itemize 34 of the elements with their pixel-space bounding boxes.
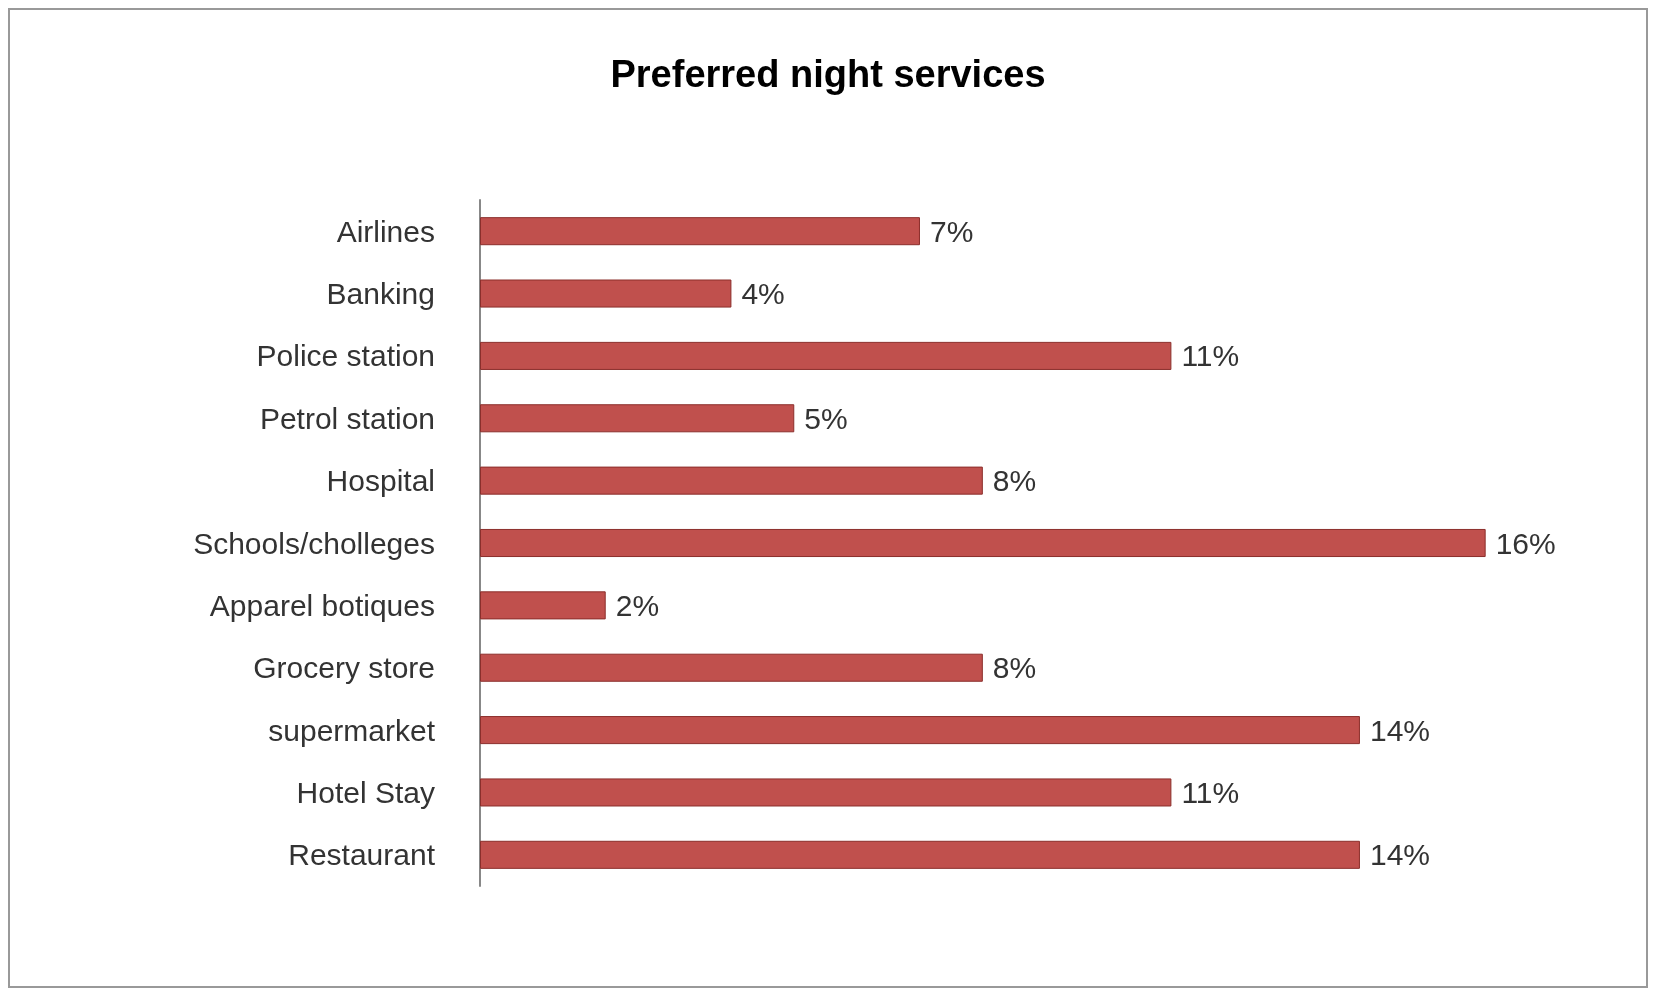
bar	[480, 404, 795, 433]
bar	[480, 840, 1360, 869]
y-tick-label: Petrol station	[259, 401, 435, 435]
bar	[480, 716, 1360, 745]
data-label: 8%	[992, 651, 1037, 685]
data-label: 14%	[1369, 713, 1430, 747]
y-tick-label: supermarket	[268, 713, 436, 747]
y-tick-label: Schools/cholleges	[193, 526, 435, 560]
chart-title: Preferred night services	[610, 53, 1046, 95]
bar	[480, 591, 606, 620]
bar	[480, 217, 920, 246]
data-label: 7%	[929, 214, 974, 248]
data-label: 8%	[992, 464, 1037, 498]
data-label: 11%	[1181, 775, 1240, 809]
y-tick-label: Hospital	[326, 464, 435, 498]
bar	[480, 653, 983, 682]
bar	[480, 279, 732, 308]
data-label: 14%	[1369, 838, 1430, 872]
bar	[480, 528, 1486, 558]
y-tick-label: Airlines	[336, 214, 435, 248]
y-tick-label: Apparel botiques	[209, 588, 435, 622]
y-tick-label: Police station	[256, 339, 435, 373]
data-label: 11%	[1181, 339, 1240, 373]
bar	[480, 341, 1172, 370]
bar	[480, 466, 983, 495]
data-label: 16%	[1495, 526, 1556, 560]
data-label: 5%	[804, 401, 848, 435]
data-label: 4%	[741, 277, 785, 311]
bar	[480, 778, 1172, 807]
y-tick-label: Banking	[326, 277, 435, 311]
y-tick-label: Hotel Stay	[296, 775, 435, 809]
y-tick-label: Restaurant	[288, 838, 436, 872]
y-tick-label: Grocery store	[253, 651, 435, 685]
data-label: 2%	[615, 588, 660, 622]
